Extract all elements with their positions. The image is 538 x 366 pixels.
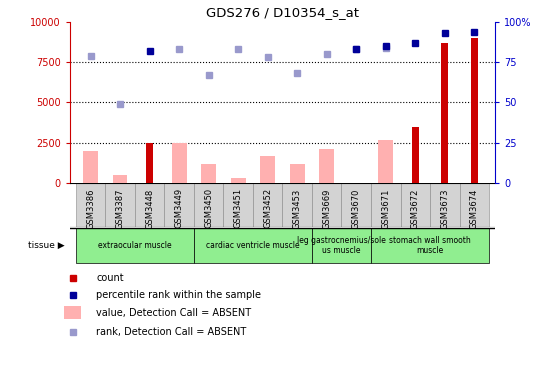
- Bar: [231, 178, 245, 183]
- Bar: [342, 183, 371, 227]
- Bar: [312, 183, 342, 227]
- Text: percentile rank within the sample: percentile rank within the sample: [96, 290, 261, 300]
- Text: GSM3451: GSM3451: [233, 188, 243, 228]
- Bar: [135, 183, 165, 227]
- Bar: [471, 38, 478, 183]
- Bar: [172, 143, 187, 183]
- Bar: [83, 151, 98, 183]
- Bar: [253, 183, 282, 227]
- Text: value, Detection Call = ABSENT: value, Detection Call = ABSENT: [96, 307, 252, 318]
- Title: GDS276 / D10354_s_at: GDS276 / D10354_s_at: [206, 6, 359, 19]
- Bar: [76, 228, 194, 263]
- Text: stomach wall smooth
muscle: stomach wall smooth muscle: [389, 235, 471, 255]
- Bar: [223, 183, 253, 227]
- Bar: [430, 183, 459, 227]
- Text: GSM3672: GSM3672: [411, 188, 420, 229]
- Text: GSM3669: GSM3669: [322, 188, 331, 229]
- Bar: [412, 127, 419, 183]
- Bar: [400, 183, 430, 227]
- Bar: [378, 139, 393, 183]
- Text: GSM3453: GSM3453: [293, 188, 302, 228]
- Text: cardiac ventricle muscle: cardiac ventricle muscle: [206, 241, 300, 250]
- Bar: [442, 43, 448, 183]
- Bar: [282, 183, 312, 227]
- Bar: [320, 149, 334, 183]
- Text: GSM3387: GSM3387: [116, 188, 125, 229]
- Bar: [113, 175, 128, 183]
- Text: rank, Detection Call = ABSENT: rank, Detection Call = ABSENT: [96, 326, 246, 337]
- Text: leg gastrocnemius/sole
us muscle: leg gastrocnemius/sole us muscle: [297, 235, 386, 255]
- Bar: [290, 164, 305, 183]
- Text: extraocular muscle: extraocular muscle: [98, 241, 172, 250]
- Text: GSM3670: GSM3670: [352, 188, 361, 229]
- Bar: [371, 228, 489, 263]
- Text: GSM3674: GSM3674: [470, 188, 479, 229]
- Text: GSM3449: GSM3449: [175, 188, 183, 228]
- Text: GSM3450: GSM3450: [204, 188, 213, 228]
- Bar: [260, 156, 275, 183]
- Text: GSM3452: GSM3452: [263, 188, 272, 228]
- Text: GSM3673: GSM3673: [440, 188, 449, 229]
- Bar: [371, 183, 400, 227]
- Bar: [165, 183, 194, 227]
- Bar: [64, 306, 81, 319]
- Bar: [459, 183, 489, 227]
- Text: GSM3386: GSM3386: [86, 188, 95, 229]
- Bar: [194, 183, 223, 227]
- Text: count: count: [96, 273, 124, 283]
- Bar: [105, 183, 135, 227]
- Text: GSM3448: GSM3448: [145, 188, 154, 228]
- Bar: [312, 228, 371, 263]
- Bar: [194, 228, 312, 263]
- Bar: [201, 164, 216, 183]
- Text: tissue ▶: tissue ▶: [28, 241, 65, 250]
- Bar: [146, 143, 153, 183]
- Bar: [76, 183, 105, 227]
- Text: GSM3671: GSM3671: [381, 188, 390, 229]
